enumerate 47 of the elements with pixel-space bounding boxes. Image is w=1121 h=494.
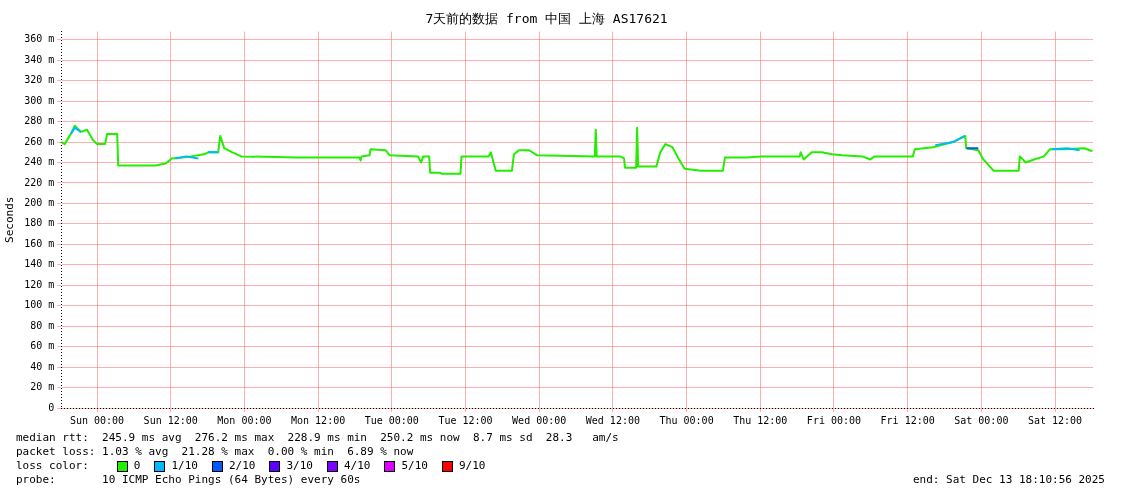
x-tick-label: Sun 12:00 xyxy=(143,414,198,426)
text: probe: 10 ICMP Echo Pings (64 Bytes) every 60s xyxy=(16,473,361,487)
y-tick-label: 100 m xyxy=(24,299,55,311)
y-tick-label: 360 m xyxy=(24,33,55,45)
text: loss color: xyxy=(16,459,89,473)
y-tick-label: 260 m xyxy=(24,135,55,147)
x-tick-label: Mon 00:00 xyxy=(217,414,272,426)
x-tick-label: Fri 12:00 xyxy=(880,414,935,426)
text: end: Sat Dec 13 18:10:56 2025 xyxy=(912,473,1105,486)
legend-label: 3/10 xyxy=(286,459,313,473)
y-tick-label: 120 m xyxy=(24,278,55,290)
y-axis-title: Seconds xyxy=(3,196,17,243)
x-tick-label: Thu 00:00 xyxy=(659,414,714,426)
y-tick-label: 180 m xyxy=(24,217,55,229)
y-tick-label: 80 m xyxy=(30,319,55,331)
x-tick-label: Wed 00:00 xyxy=(512,414,567,426)
x-tick-label: Fri 00:00 xyxy=(806,414,862,426)
y-tick-label: 220 m xyxy=(24,176,55,188)
x-tick-label: Wed 12:00 xyxy=(585,414,640,426)
x-tick-label: Mon 12:00 xyxy=(291,414,346,426)
y-tick-label: 0 xyxy=(48,401,55,413)
y-tick-label: 340 m xyxy=(24,53,55,65)
y-tick-label: 140 m xyxy=(24,258,55,270)
y-tick-label: 60 m xyxy=(30,340,55,352)
y-tick-label: 280 m xyxy=(24,115,55,127)
x-tick-label: Sat 00:00 xyxy=(954,414,1009,426)
legend-label: 9/10 xyxy=(458,459,486,473)
y-tick-label: 20 m xyxy=(30,381,55,393)
legend-label: 1/10 xyxy=(171,459,198,473)
y-tick-label: 200 m xyxy=(24,197,55,209)
legend-label: 2/10 xyxy=(228,459,256,473)
y-tick-label: 300 m xyxy=(24,94,55,106)
y-tick-label: 160 m xyxy=(24,237,55,249)
x-tick-label: Sun 00:00 xyxy=(69,414,125,426)
x-tick-label: Tue 00:00 xyxy=(364,414,419,426)
y-tick-label: 40 m xyxy=(30,360,55,372)
y-tick-label: 320 m xyxy=(24,74,55,86)
legend-label: 0 xyxy=(133,459,141,473)
text: median rtt: 245.9 ms avg 276.2 ms max 228.9 ms min 250.2 ms now 8.7 ms sd 28.3 am/s xyxy=(16,431,619,445)
legend-label: 5/10 xyxy=(401,459,428,473)
x-tick-label: Sat 12:00 xyxy=(1027,414,1083,426)
text: packet loss: 1.03 % avg 21.28 % max 0.00 % min 6.89 % now xyxy=(16,445,414,459)
x-tick-label: Thu 12:00 xyxy=(733,414,788,426)
y-tick-label: 240 m xyxy=(24,156,55,168)
legend-label: 4/10 xyxy=(343,459,371,473)
chart-title: 7天前的数据 from 中国 上海 AS17621 xyxy=(425,11,668,27)
x-tick-label: Tue 12:00 xyxy=(438,414,493,426)
